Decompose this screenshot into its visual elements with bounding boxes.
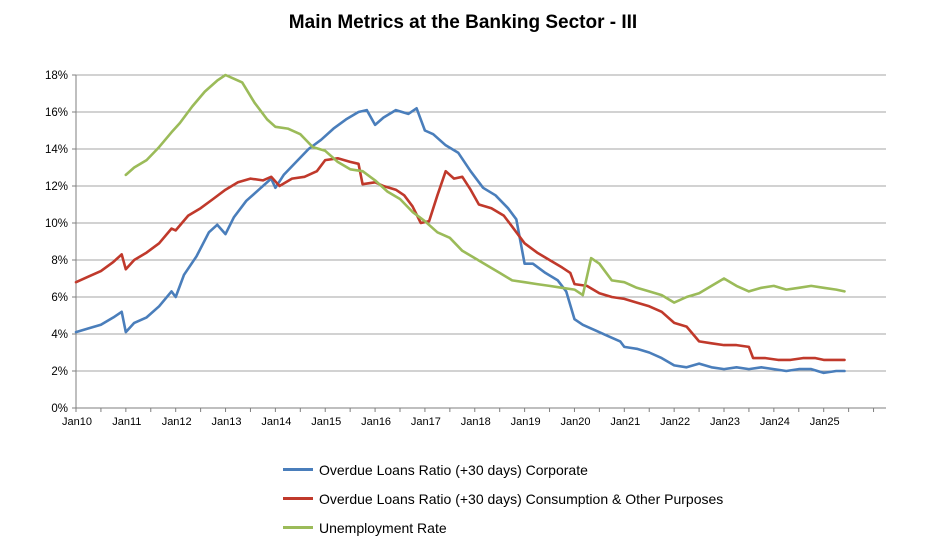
series-line-0 (74, 107, 846, 375)
x-tick-label: Jan12 (162, 416, 192, 428)
x-tick-label: Jan23 (710, 416, 740, 428)
y-tick-label: 12% (45, 181, 68, 193)
x-tick-label: Jan17 (411, 416, 441, 428)
legend-item-consumption: Overdue Loans Ratio (+30 days) Consumpti… (283, 484, 723, 513)
x-tick-label: Jan20 (560, 416, 590, 428)
legend: Overdue Loans Ratio (+30 days) Corporate… (283, 455, 723, 542)
x-tick-label: Jan18 (461, 416, 491, 428)
x-tick-label: Jan19 (511, 416, 541, 428)
series-line-2 (124, 73, 846, 304)
x-tick-label: Jan21 (610, 416, 640, 428)
chart-title: Main Metrics at the Banking Sector - III (288, 12, 638, 33)
y-tick-label: 8% (51, 255, 68, 267)
x-tick-label: Jan13 (212, 416, 242, 428)
y-tick-label: 0% (51, 403, 68, 415)
y-tick-label: 10% (45, 218, 68, 230)
legend-label-unemployment: Unemployment Rate (319, 519, 447, 536)
y-tick-label: 4% (51, 329, 68, 341)
legend-swatch-unemployment (283, 526, 313, 529)
y-tick-label: 2% (51, 366, 68, 378)
x-tick-label: Jan16 (361, 416, 391, 428)
x-tick-label: Jan11 (112, 416, 141, 428)
series-line-1 (74, 157, 846, 362)
x-tick-label: Jan24 (760, 416, 790, 428)
legend-swatch-corporate (283, 468, 313, 471)
legend-label-corporate: Overdue Loans Ratio (+30 days) Corporate (319, 461, 588, 478)
legend-label-consumption: Overdue Loans Ratio (+30 days) Consumpti… (319, 490, 724, 507)
legend-item-corporate: Overdue Loans Ratio (+30 days) Corporate (283, 455, 723, 484)
y-tick-label: 16% (45, 107, 68, 119)
legend-item-unemployment: Unemployment Rate (283, 513, 723, 542)
x-tick-label: Jan25 (810, 416, 840, 428)
x-tick-label: Jan22 (660, 416, 690, 428)
legend-swatch-consumption (283, 497, 313, 500)
y-tick-label: 18% (45, 70, 68, 82)
x-tick-label: Jan14 (261, 416, 291, 428)
x-tick-label: Jan10 (62, 416, 92, 428)
x-tick-label: Jan15 (311, 416, 341, 428)
y-tick-label: 14% (45, 144, 68, 156)
y-tick-label: 6% (51, 292, 68, 304)
